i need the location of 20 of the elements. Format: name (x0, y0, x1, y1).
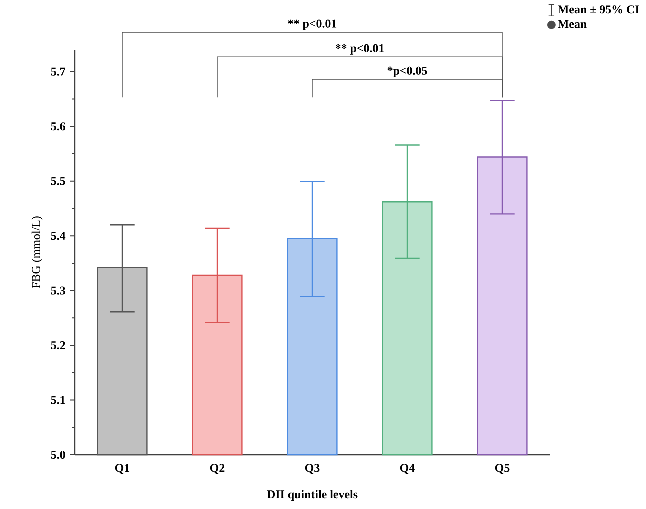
x-tick-label: Q1 (115, 464, 130, 474)
x-axis-title: DII quintile levels (267, 490, 358, 502)
y-tick-label: 5.7 (51, 68, 66, 76)
y-tick-label: 5.5 (51, 177, 66, 186)
annotation: ** p<0.01 (336, 44, 384, 55)
y-tick-label: 5.3 (51, 286, 66, 295)
x-tick-label: Q2 (210, 464, 225, 474)
text: ** p<0.01 (288, 20, 337, 30)
x-tick-label: Q3 (305, 464, 320, 474)
x-tick-label: Q4 (400, 464, 415, 474)
y-tick-label: 5.4 (51, 232, 66, 240)
annotation: *p<0.05 (388, 66, 428, 78)
text: Mean (558, 20, 587, 28)
y-tick-label: 5.0 (51, 450, 66, 460)
y-tick-label: 5.6 (51, 122, 66, 131)
y-tick-label: 5.1 (51, 396, 66, 404)
text: Mean ± 95% CI (558, 6, 640, 14)
y-tick-label: 5.2 (51, 341, 66, 350)
y-axis-title: FBG (mmol/L) (32, 216, 43, 289)
x-tick-label: Q5 (495, 464, 510, 474)
